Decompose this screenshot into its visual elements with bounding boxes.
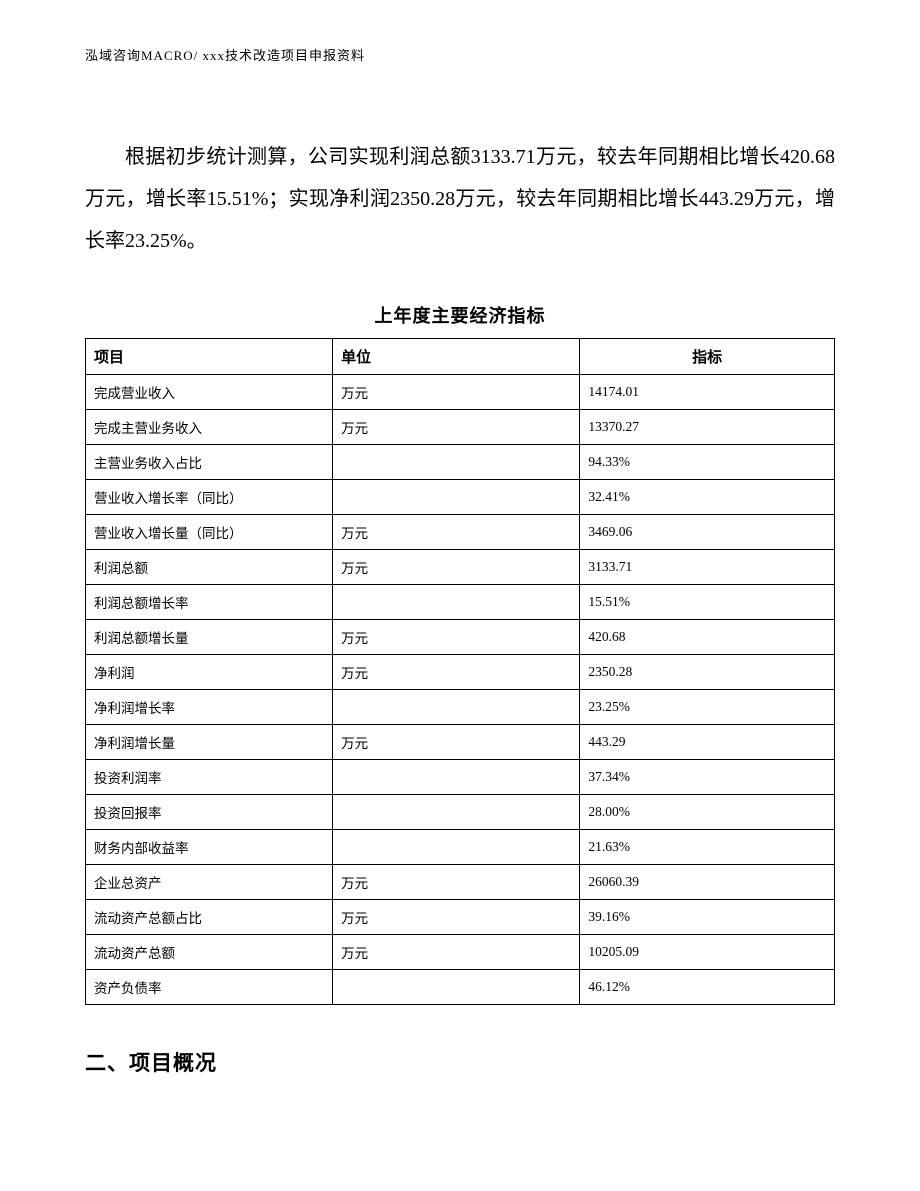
cell-unit: 万元	[333, 865, 580, 900]
cell-item: 利润总额增长量	[86, 620, 333, 655]
header-text: 泓域咨询MACRO/ xxx技术改造项目申报资料	[85, 48, 365, 63]
table-title: 上年度主要经济指标	[85, 302, 835, 328]
cell-item: 利润总额增长率	[86, 585, 333, 620]
cell-item: 流动资产总额	[86, 935, 333, 970]
cell-unit: 万元	[333, 725, 580, 760]
cell-item: 净利润	[86, 655, 333, 690]
table-row: 利润总额增长率 15.51%	[86, 585, 835, 620]
cell-item: 投资回报率	[86, 795, 333, 830]
cell-value: 94.33%	[580, 445, 835, 480]
cell-value: 3469.06	[580, 515, 835, 550]
column-header-unit: 单位	[333, 339, 580, 375]
table-row: 投资利润率 37.34%	[86, 760, 835, 795]
cell-value: 3133.71	[580, 550, 835, 585]
cell-unit	[333, 690, 580, 725]
cell-value: 15.51%	[580, 585, 835, 620]
cell-item: 利润总额	[86, 550, 333, 585]
cell-unit: 万元	[333, 410, 580, 445]
table-row: 资产负债率 46.12%	[86, 970, 835, 1005]
table-row: 利润总额万元3133.71	[86, 550, 835, 585]
cell-item: 净利润增长量	[86, 725, 333, 760]
cell-value: 23.25%	[580, 690, 835, 725]
table-row: 利润总额增长量万元420.68	[86, 620, 835, 655]
table-row: 完成营业收入万元14174.01	[86, 375, 835, 410]
cell-item: 流动资产总额占比	[86, 900, 333, 935]
cell-unit	[333, 830, 580, 865]
summary-paragraph: 根据初步统计测算，公司实现利润总额3133.71万元，较去年同期相比增长420.…	[85, 136, 835, 262]
cell-unit: 万元	[333, 935, 580, 970]
table-row: 流动资产总额占比万元39.16%	[86, 900, 835, 935]
cell-unit: 万元	[333, 515, 580, 550]
cell-unit	[333, 480, 580, 515]
cell-item: 企业总资产	[86, 865, 333, 900]
table-body: 完成营业收入万元14174.01 完成主营业务收入万元13370.27 主营业务…	[86, 375, 835, 1005]
table-row: 完成主营业务收入万元13370.27	[86, 410, 835, 445]
table-row: 营业收入增长率（同比） 32.41%	[86, 480, 835, 515]
column-header-value: 指标	[580, 339, 835, 375]
economic-indicators-table: 项目 单位 指标 完成营业收入万元14174.01 完成主营业务收入万元1337…	[85, 338, 835, 1005]
cell-item: 营业收入增长率（同比）	[86, 480, 333, 515]
cell-value: 32.41%	[580, 480, 835, 515]
cell-item: 财务内部收益率	[86, 830, 333, 865]
cell-item: 营业收入增长量（同比）	[86, 515, 333, 550]
cell-unit: 万元	[333, 375, 580, 410]
cell-item: 资产负债率	[86, 970, 333, 1005]
table-row: 净利润万元2350.28	[86, 655, 835, 690]
cell-item: 主营业务收入占比	[86, 445, 333, 480]
cell-value: 46.12%	[580, 970, 835, 1005]
cell-unit	[333, 970, 580, 1005]
table-row: 流动资产总额万元10205.09	[86, 935, 835, 970]
table-row: 投资回报率 28.00%	[86, 795, 835, 830]
paragraph-text: 根据初步统计测算，公司实现利润总额3133.71万元，较去年同期相比增长420.…	[85, 146, 835, 252]
column-header-item: 项目	[86, 339, 333, 375]
cell-value: 21.63%	[580, 830, 835, 865]
cell-item: 投资利润率	[86, 760, 333, 795]
cell-value: 26060.39	[580, 865, 835, 900]
cell-unit: 万元	[333, 900, 580, 935]
cell-item: 完成营业收入	[86, 375, 333, 410]
table-row: 主营业务收入占比 94.33%	[86, 445, 835, 480]
table-row: 净利润增长量万元443.29	[86, 725, 835, 760]
cell-value: 37.34%	[580, 760, 835, 795]
table-row: 企业总资产万元26060.39	[86, 865, 835, 900]
cell-unit: 万元	[333, 655, 580, 690]
cell-unit	[333, 760, 580, 795]
cell-value: 14174.01	[580, 375, 835, 410]
page-header: 泓域咨询MACRO/ xxx技术改造项目申报资料	[85, 45, 835, 64]
table-row: 营业收入增长量（同比）万元3469.06	[86, 515, 835, 550]
cell-unit	[333, 585, 580, 620]
section-heading: 二、项目概况	[85, 1047, 835, 1077]
table-header-row: 项目 单位 指标	[86, 339, 835, 375]
cell-unit: 万元	[333, 550, 580, 585]
cell-item: 净利润增长率	[86, 690, 333, 725]
cell-value: 39.16%	[580, 900, 835, 935]
cell-value: 2350.28	[580, 655, 835, 690]
cell-value: 28.00%	[580, 795, 835, 830]
cell-value: 10205.09	[580, 935, 835, 970]
cell-unit	[333, 445, 580, 480]
table-row: 净利润增长率 23.25%	[86, 690, 835, 725]
cell-value: 13370.27	[580, 410, 835, 445]
cell-unit	[333, 795, 580, 830]
table-row: 财务内部收益率 21.63%	[86, 830, 835, 865]
cell-value: 420.68	[580, 620, 835, 655]
cell-unit: 万元	[333, 620, 580, 655]
cell-item: 完成主营业务收入	[86, 410, 333, 445]
cell-value: 443.29	[580, 725, 835, 760]
